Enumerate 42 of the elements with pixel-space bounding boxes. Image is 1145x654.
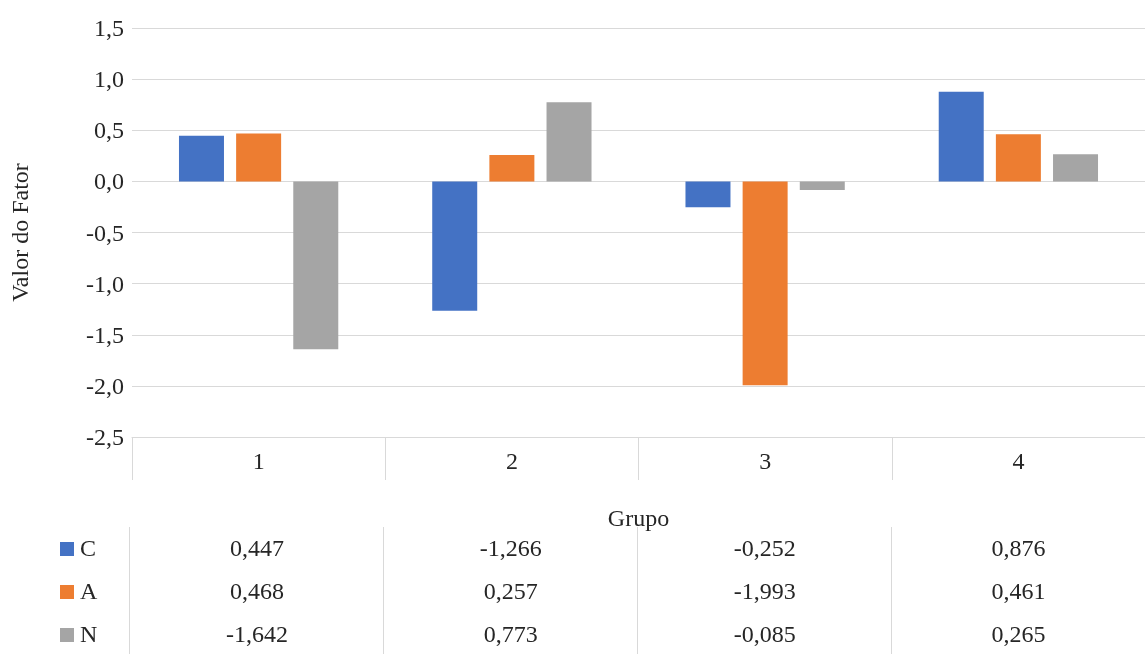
data-label: -0,252 [733, 535, 796, 561]
data-label: -0,085 [637, 613, 892, 654]
y-tick-label: 0,0 [94, 168, 124, 195]
y-tick-label: 0,5 [94, 117, 124, 144]
data-label: -1,993 [637, 570, 892, 613]
y-tick-label: 1,0 [94, 66, 124, 93]
x-tick-label: 1 [252, 448, 265, 474]
data-label: 0,257 [383, 570, 638, 613]
data-label: 0,447 [129, 527, 384, 570]
bar [489, 155, 535, 182]
y-tick-label: -2,0 [86, 372, 124, 399]
legend-label: A [79, 577, 99, 606]
bar [236, 133, 282, 182]
bar [995, 134, 1041, 182]
y-tick-label: -1,0 [86, 270, 124, 297]
x-tick-label: 3 [759, 448, 772, 474]
bar [1053, 154, 1099, 182]
data-label: -1,642 [129, 613, 384, 654]
bar [432, 181, 478, 311]
y-tick-label: -0,5 [86, 219, 124, 246]
legend-label: C [79, 534, 97, 563]
bar [293, 181, 339, 350]
bar [799, 181, 845, 191]
x-tick-label: 4 [1012, 448, 1025, 474]
data-label: 0,461 [891, 570, 1145, 613]
x-axis-title: Grupo [607, 505, 670, 531]
data-label: 0,876 [891, 527, 1145, 570]
bar [546, 102, 592, 182]
data-label: 0,773 [383, 613, 638, 654]
legend-label: N [79, 620, 99, 649]
y-tick-label: -1,5 [86, 321, 124, 348]
bar [178, 135, 224, 182]
data-label: 0,265 [891, 613, 1145, 654]
y-axis-title: Valor do Fator [7, 163, 33, 302]
y-tick-label: -2,5 [86, 424, 124, 450]
bar [742, 181, 788, 386]
bar [938, 91, 984, 182]
data-label: -1,266 [479, 535, 542, 561]
data-label: 0,468 [129, 570, 384, 613]
x-tick-label: 2 [505, 448, 518, 474]
bar [685, 181, 731, 208]
y-tick-label: 1,5 [94, 15, 124, 41]
